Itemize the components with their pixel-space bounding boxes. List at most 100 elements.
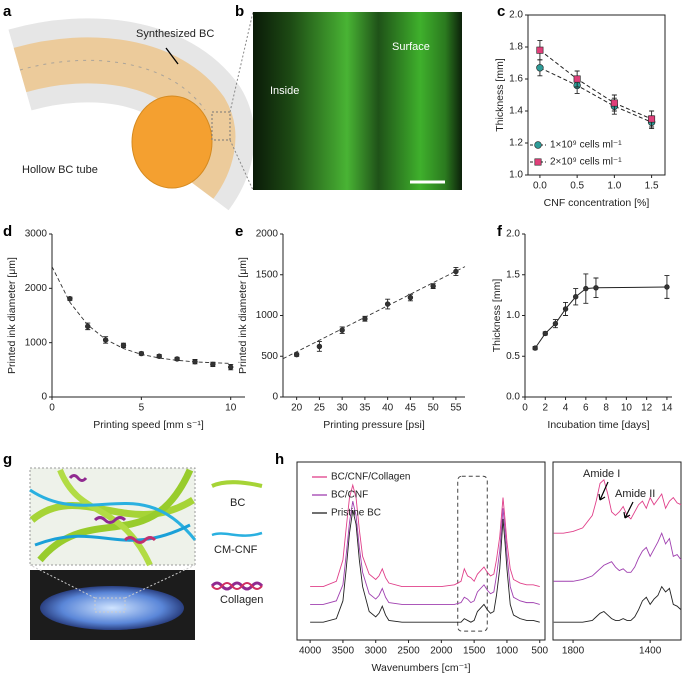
point — [536, 46, 544, 54]
plot-frame — [552, 461, 682, 641]
series-line — [539, 49, 652, 120]
x-tick-label: 25 — [314, 403, 326, 414]
y-tick-label: 1.4 — [509, 106, 523, 117]
point — [583, 285, 589, 292]
x-tick-label: 1.5 — [645, 181, 659, 192]
y-tick-label: 1000 — [256, 310, 279, 321]
x-tick-label: 10 — [621, 403, 633, 414]
x-tick-label: 1.0 — [607, 181, 621, 192]
plot-frame — [527, 14, 666, 176]
x-axis-label: Incubation time [days] — [547, 419, 649, 431]
point — [552, 320, 559, 327]
x-tick-label: 8 — [603, 403, 609, 414]
legend-label: 1×10⁹ cells ml⁻¹ — [550, 140, 622, 151]
x-tick-label: 1500 — [463, 646, 486, 657]
point — [228, 364, 234, 370]
y-tick-label: 0 — [41, 392, 47, 403]
y-axis-label: Printed ink diameter [μm] — [6, 257, 18, 374]
point — [67, 295, 73, 302]
x-tick-label: 2 — [542, 403, 548, 414]
x-tick-label: 14 — [661, 403, 673, 414]
x-tick-label: 50 — [428, 403, 440, 414]
point — [562, 306, 569, 312]
y-tick-label: 3000 — [25, 229, 48, 240]
annotation: Hollow BC tube — [22, 164, 98, 176]
x-axis-label: Printing speed [mm s⁻¹] — [93, 419, 204, 431]
network-illustration — [29, 467, 264, 640]
x-axis-label: Wavenumbers [cm⁻¹] — [371, 662, 470, 674]
panel-label: f — [497, 223, 503, 240]
y-tick-label: 500 — [261, 351, 278, 362]
annotation-arrow — [598, 481, 609, 501]
x-tick-label: 1400 — [639, 646, 662, 657]
point — [572, 294, 579, 300]
x-tick-label: 0.5 — [570, 181, 584, 192]
legend-label: Pristine BC — [331, 508, 381, 519]
x-tick-label: 0.0 — [533, 181, 547, 192]
x-tick-label: 20 — [291, 403, 303, 414]
point — [430, 283, 436, 289]
y-tick-label: 2.0 — [506, 229, 520, 240]
x-tick-label: 500 — [531, 646, 548, 657]
point — [593, 285, 599, 291]
series-line — [553, 531, 682, 582]
y-tick-label: 2000 — [256, 229, 279, 240]
x-tick-label: 1800 — [562, 646, 585, 657]
panel-label: b — [235, 3, 244, 20]
point — [453, 268, 459, 275]
x-tick-label: 55 — [450, 403, 462, 414]
x-tick-label: 30 — [337, 403, 349, 414]
point — [648, 115, 656, 123]
panel-label: a — [3, 3, 12, 20]
x-tick-label: 4 — [563, 403, 569, 414]
panel-label: h — [275, 451, 284, 468]
point — [610, 99, 618, 107]
annotation: Inside — [270, 85, 299, 97]
x-tick-label: 2000 — [430, 646, 453, 657]
legend-label: CM-CNF — [214, 544, 258, 556]
point — [536, 64, 544, 72]
x-tick-label: 35 — [359, 403, 371, 414]
x-tick-label: 5 — [139, 403, 145, 414]
y-tick-label: 1.0 — [506, 310, 520, 321]
legend-marker — [534, 141, 542, 149]
legend-label: Collagen — [220, 594, 263, 606]
legend-label: BC/CNF/Collagen — [331, 472, 410, 483]
x-tick-label: 40 — [382, 403, 394, 414]
series-line — [534, 286, 667, 349]
y-tick-label: 2000 — [25, 283, 48, 294]
series-line — [310, 509, 540, 623]
point — [407, 294, 414, 301]
series-line — [310, 483, 540, 588]
y-tick-label: 0 — [272, 392, 278, 403]
x-tick-label: 12 — [641, 403, 653, 414]
axis-line — [51, 234, 245, 398]
legend-label: BC — [230, 497, 245, 509]
y-tick-label: 0.5 — [506, 351, 520, 362]
y-tick-label: 1000 — [25, 337, 48, 348]
x-tick-label: 1000 — [496, 646, 519, 657]
x-tick-label: 6 — [583, 403, 589, 414]
panel-label: e — [235, 223, 243, 240]
x-axis-label: Printing pressure [psi] — [323, 419, 425, 431]
y-tick-label: 1.5 — [506, 269, 520, 280]
point — [174, 356, 180, 362]
point — [316, 343, 323, 350]
annotation: Amide II — [615, 488, 655, 500]
y-axis-label: Thickness [mm] — [494, 58, 506, 132]
axis-line — [282, 234, 465, 398]
y-tick-label: 2.0 — [509, 10, 523, 21]
x-tick-label: 2500 — [397, 646, 420, 657]
series-line — [310, 501, 540, 605]
x-tick-label: 4000 — [299, 646, 322, 657]
y-tick-label: 1.8 — [509, 42, 523, 53]
legend-marker — [534, 158, 542, 166]
y-tick-label: 1.6 — [509, 74, 523, 85]
point — [120, 342, 127, 349]
annotation: Amide I — [583, 468, 620, 480]
legend-label: BC/CNF — [331, 490, 368, 501]
tube-illustration — [8, 11, 255, 211]
panel-label: g — [3, 451, 12, 468]
point — [156, 353, 162, 359]
